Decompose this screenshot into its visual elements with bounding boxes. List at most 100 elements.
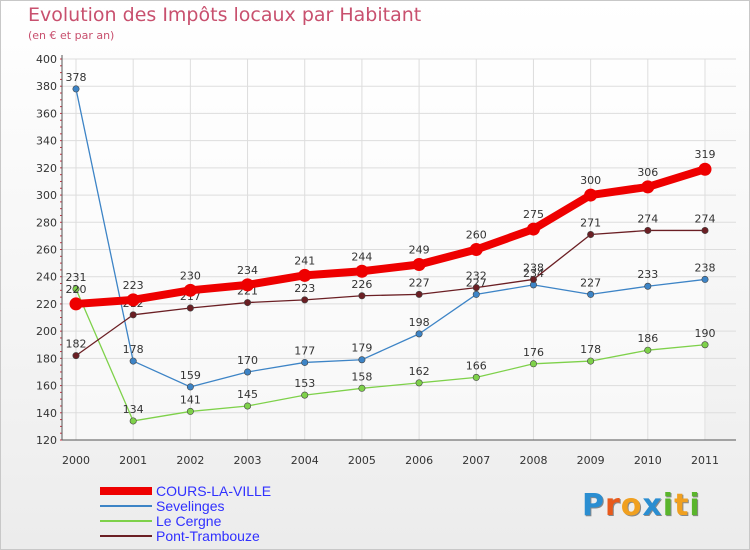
data-point-le-cergne — [529, 360, 537, 368]
data-point-sevelinges — [301, 358, 309, 366]
data-label-pont-trambouze: 271 — [580, 217, 601, 230]
data-point-le-cergne — [72, 285, 80, 293]
x-tick-label: 2009 — [577, 454, 605, 467]
data-label-sevelinges: 227 — [466, 276, 487, 289]
logo-letter: r — [605, 488, 621, 523]
series-line-pont-trambouze — [75, 229, 706, 357]
series-line-sevelinges — [75, 88, 706, 388]
data-point-pont-trambouze — [701, 226, 709, 234]
data-label-cours-la-ville: 223 — [123, 279, 144, 292]
data-label-le-cergne: 190 — [695, 327, 716, 340]
data-point-cours-la-ville — [241, 278, 255, 292]
data-point-sevelinges — [129, 357, 137, 365]
data-label-pont-trambouze: 227 — [409, 276, 430, 289]
data-point-pont-trambouze — [129, 311, 137, 319]
data-label-le-cergne: 153 — [294, 377, 315, 390]
legend-label: Le Cergne — [156, 513, 222, 529]
legend-swatch — [100, 520, 152, 522]
legend-swatch — [100, 535, 152, 537]
chart-subtitle: (en € et par an) — [28, 29, 115, 42]
data-point-le-cergne — [129, 417, 137, 425]
y-tick-label: 120 — [36, 434, 57, 447]
data-point-cours-la-ville — [469, 243, 483, 256]
data-label-sevelinges: 238 — [695, 261, 716, 274]
data-label-cours-la-ville: 244 — [351, 250, 372, 263]
data-point-sevelinges — [415, 330, 423, 338]
data-point-sevelinges — [472, 290, 480, 298]
data-label-cours-la-ville: 249 — [409, 243, 430, 256]
x-tick-label: 2001 — [119, 454, 147, 467]
data-label-cours-la-ville: 234 — [237, 264, 258, 277]
legend-label: Sevelinges — [156, 498, 225, 514]
legend-swatch — [100, 505, 152, 507]
chart-title: Evolution des Impôts locaux par Habitant — [28, 4, 422, 26]
y-tick-label: 200 — [36, 325, 57, 338]
x-tick-label: 2010 — [634, 454, 662, 467]
data-point-sevelinges — [358, 356, 366, 364]
data-point-cours-la-ville — [698, 162, 712, 176]
data-label-sevelinges: 178 — [123, 343, 144, 356]
data-point-pont-trambouze — [186, 304, 194, 312]
data-label-sevelinges: 177 — [294, 344, 315, 357]
data-label-sevelinges: 378 — [66, 71, 87, 84]
data-label-le-cergne: 162 — [409, 365, 430, 378]
data-point-le-cergne — [301, 391, 309, 399]
data-label-cours-la-ville: 241 — [294, 254, 315, 267]
data-point-cours-la-ville — [183, 283, 197, 297]
data-point-sevelinges — [186, 383, 194, 391]
data-label-cours-la-ville: 275 — [523, 208, 544, 221]
data-label-cours-la-ville: 260 — [466, 229, 487, 242]
data-label-pont-trambouze: 232 — [466, 270, 487, 283]
y-tick-label: 140 — [36, 407, 57, 420]
data-point-pont-trambouze — [244, 299, 252, 307]
data-label-pont-trambouze: 274 — [637, 212, 658, 225]
data-label-sevelinges: 179 — [351, 342, 372, 355]
data-label-cours-la-ville: 300 — [580, 174, 601, 187]
data-point-le-cergne — [644, 346, 652, 354]
data-point-le-cergne — [701, 341, 709, 349]
data-label-le-cergne: 176 — [523, 346, 544, 359]
x-tick-label: 2003 — [234, 454, 262, 467]
data-label-le-cergne: 145 — [237, 388, 258, 401]
logo-letter: i — [662, 488, 675, 523]
data-label-cours-la-ville: 220 — [66, 283, 87, 296]
legend-label: Pont-Trambouze — [156, 528, 260, 544]
y-tick-label: 280 — [36, 216, 57, 229]
data-label-cours-la-ville: 319 — [695, 148, 716, 161]
data-label-le-cergne: 134 — [123, 403, 144, 416]
x-tick-label: 2004 — [291, 454, 319, 467]
y-tick-label: 160 — [36, 380, 57, 393]
data-point-cours-la-ville — [69, 297, 83, 311]
data-point-cours-la-ville — [641, 180, 655, 194]
y-tick-label: 300 — [36, 189, 57, 202]
y-tick-label: 340 — [36, 135, 57, 148]
data-label-sevelinges: 159 — [180, 369, 201, 382]
data-point-le-cergne — [472, 373, 480, 381]
y-tick-label: 220 — [36, 298, 57, 311]
data-point-pont-trambouze — [301, 296, 309, 304]
data-point-cours-la-ville — [355, 264, 369, 278]
data-point-pont-trambouze — [415, 290, 423, 298]
series-line-le-cergne — [75, 288, 706, 422]
y-tick-label: 360 — [36, 107, 57, 120]
data-point-pont-trambouze — [72, 352, 80, 360]
proxiti-logo: Proxiti — [582, 488, 701, 523]
data-point-pont-trambouze — [358, 292, 366, 300]
data-point-cours-la-ville — [584, 188, 598, 202]
data-point-cours-la-ville — [126, 293, 140, 307]
data-point-sevelinges — [72, 85, 80, 93]
y-tick-label: 320 — [36, 162, 57, 175]
x-tick-label: 2011 — [691, 454, 719, 467]
y-tick-label: 240 — [36, 271, 57, 284]
x-tick-label: 2006 — [405, 454, 433, 467]
data-label-cours-la-ville: 230 — [180, 269, 201, 282]
logo-letter: o — [620, 488, 643, 523]
logo-letter: i — [689, 488, 701, 523]
data-label-sevelinges: 233 — [637, 268, 658, 281]
data-point-cours-la-ville — [526, 222, 540, 236]
data-label-le-cergne: 178 — [580, 343, 601, 356]
data-point-le-cergne — [415, 379, 423, 387]
data-point-sevelinges — [587, 290, 595, 298]
data-label-le-cergne: 158 — [351, 370, 372, 383]
data-point-sevelinges — [701, 275, 709, 283]
